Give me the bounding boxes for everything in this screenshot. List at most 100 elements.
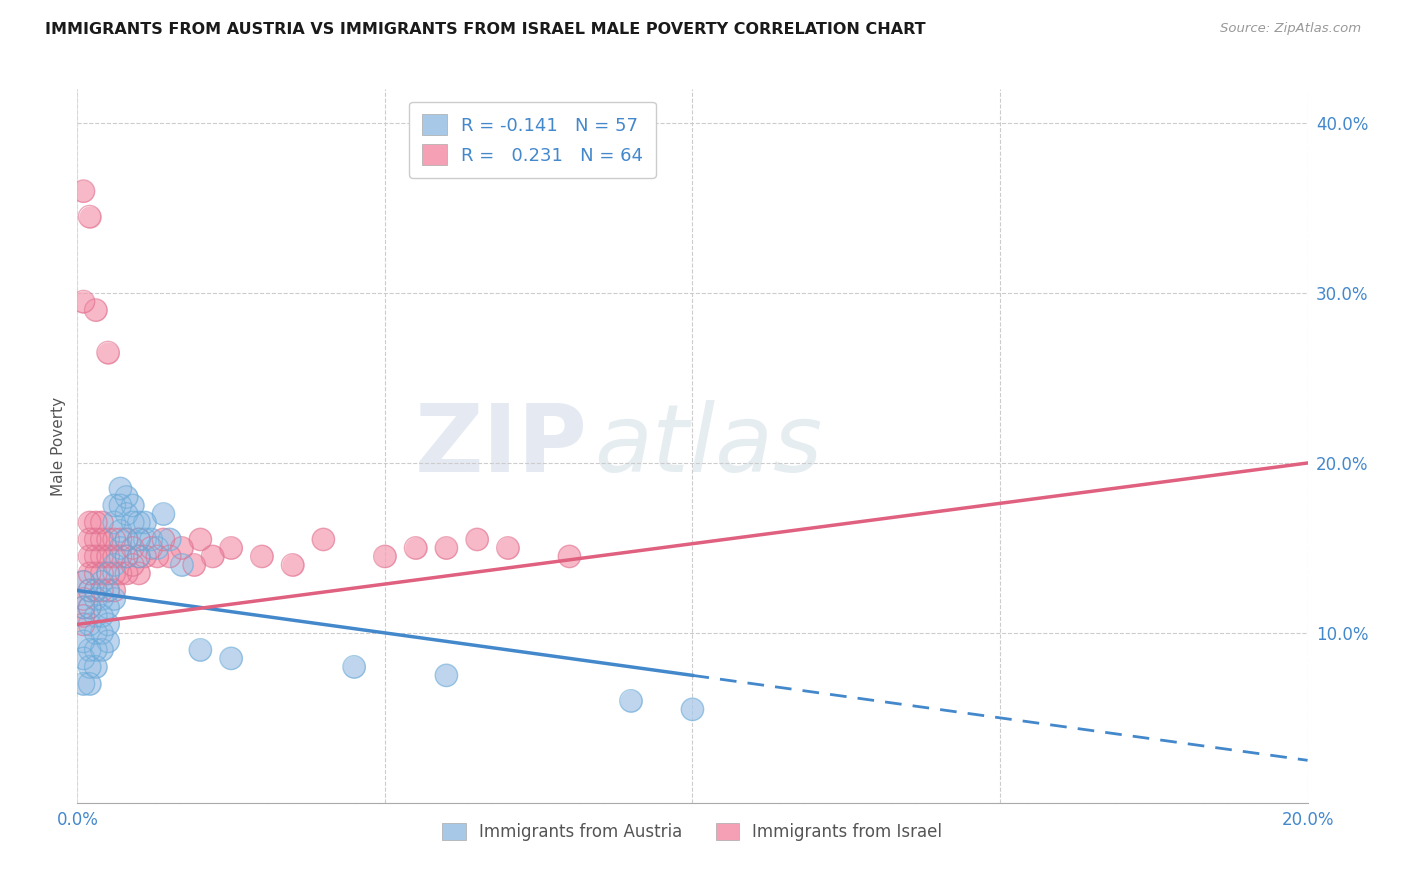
Point [103,558,125,572]
Point [115,507,138,521]
Point [84,303,107,318]
Point [110,524,132,538]
Point [84,583,107,598]
Point [103,566,125,581]
Point [72,184,94,198]
Point [103,499,125,513]
Point [159,533,181,547]
Point [134,533,156,547]
Point [312,533,335,547]
Point [128,549,150,564]
Point [110,482,132,496]
Point [90,591,114,606]
Point [79,583,101,598]
Point [97,583,120,598]
Point [97,345,120,359]
Point [72,600,94,615]
Point [436,541,458,555]
Point [79,600,101,615]
Point [97,583,120,598]
Point [152,533,174,547]
Point [110,566,132,581]
Point [128,533,150,547]
Point [72,608,94,623]
Point [79,643,101,657]
Point [141,533,163,547]
Point [219,651,242,665]
Point [79,617,101,632]
Point [79,549,101,564]
Point [170,558,193,572]
Point [84,660,107,674]
Point [110,541,132,555]
Text: ZIP: ZIP [415,400,588,492]
Point [79,210,101,224]
Point [134,516,156,530]
Text: atlas: atlas [595,401,823,491]
Point [72,600,94,615]
Point [72,617,94,632]
Point [72,574,94,589]
Point [115,533,138,547]
Point [79,660,101,674]
Point [97,600,120,615]
Point [188,643,212,657]
Point [84,608,107,623]
Y-axis label: Male Poverty: Male Poverty [51,396,66,496]
Point [90,574,114,589]
Point [72,651,94,665]
Point [97,583,120,598]
Point [72,574,94,589]
Point [97,583,120,598]
Point [90,643,114,657]
Point [188,533,212,547]
Point [97,617,120,632]
Point [72,600,94,615]
Point [110,499,132,513]
Point [110,499,132,513]
Point [97,549,120,564]
Point [134,549,156,564]
Point [79,677,101,691]
Point [219,651,242,665]
Point [110,549,132,564]
Point [72,617,94,632]
Point [84,583,107,598]
Point [121,516,143,530]
Point [159,549,181,564]
Point [90,549,114,564]
Point [134,549,156,564]
Point [90,608,114,623]
Point [219,541,242,555]
Point [97,549,120,564]
Point [90,626,114,640]
Point [72,294,94,309]
Point [84,583,107,598]
Point [90,566,114,581]
Point [312,533,335,547]
Point [405,541,427,555]
Point [103,583,125,598]
Point [97,533,120,547]
Point [250,549,273,564]
Point [79,643,101,657]
Point [72,294,94,309]
Point [146,541,169,555]
Point [110,549,132,564]
Point [558,549,581,564]
Point [103,591,125,606]
Point [97,617,120,632]
Point [115,566,138,581]
Point [84,626,107,640]
Point [103,549,125,564]
Point [110,566,132,581]
Point [620,694,643,708]
Point [436,668,458,682]
Point [97,634,120,648]
Point [188,643,212,657]
Point [115,533,138,547]
Point [79,533,101,547]
Point [79,549,101,564]
Legend: Immigrants from Austria, Immigrants from Israel: Immigrants from Austria, Immigrants from… [436,816,949,848]
Text: Source: ZipAtlas.com: Source: ZipAtlas.com [1220,22,1361,36]
